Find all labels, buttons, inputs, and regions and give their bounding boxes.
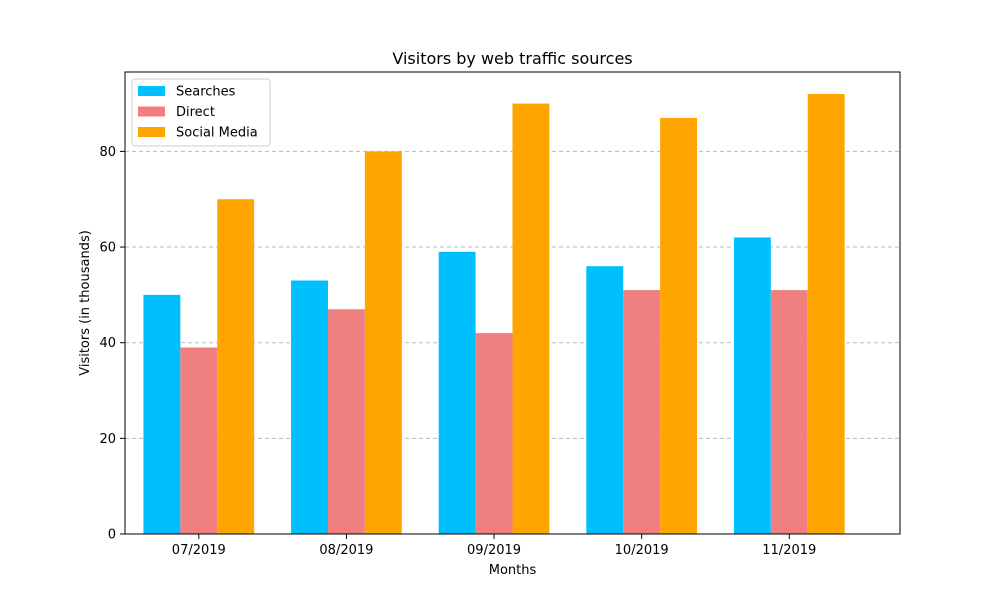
legend-label: Social Media [176, 126, 258, 141]
bar-direct [475, 333, 513, 534]
y-axis-label: Visitors (in thousands) [78, 230, 93, 376]
y-tick-label: 0 [108, 528, 116, 543]
legend-swatch [138, 127, 165, 137]
y-tick-label: 20 [99, 432, 116, 447]
bars [143, 94, 845, 535]
bar-social-media [660, 117, 698, 535]
bar-direct [180, 347, 218, 534]
bar-searches [438, 251, 476, 534]
x-tick-label: 07/2019 [172, 543, 226, 558]
bar-direct [327, 309, 365, 534]
y-tick-label: 40 [99, 336, 116, 351]
x-tick-label: 10/2019 [615, 543, 669, 558]
x-tick-label: 09/2019 [467, 543, 521, 558]
chart-title: Visitors by web traffic sources [392, 49, 632, 68]
legend-label: Direct [176, 105, 215, 120]
x-axis: 07/2019 08/2019 09/2019 10/2019 11/2019 [172, 534, 816, 558]
y-tick-label: 60 [99, 241, 116, 256]
plot-frame [124, 71, 901, 535]
bar-social-media [217, 199, 255, 534]
bar-direct [623, 290, 661, 534]
legend-box [131, 78, 271, 147]
bar-social-media [807, 94, 845, 534]
bar-searches [586, 266, 624, 534]
bar-searches [733, 237, 771, 534]
legend-label: Searches [176, 85, 236, 100]
x-tick-label: 11/2019 [762, 543, 816, 558]
y-axis: 0 20 40 60 80 [99, 145, 125, 543]
bar-searches [291, 280, 328, 534]
bar-social-media [512, 103, 550, 534]
y-tick-label: 80 [99, 145, 116, 160]
bar-searches [143, 294, 181, 534]
bar-direct [770, 290, 808, 534]
x-tick-label: 08/2019 [319, 543, 373, 558]
legend-swatch [138, 86, 165, 96]
legend: Searches Direct Social Media [131, 78, 271, 147]
legend-swatch [138, 106, 165, 117]
bar-social-media [364, 151, 402, 535]
x-axis-label: Months [489, 563, 537, 578]
